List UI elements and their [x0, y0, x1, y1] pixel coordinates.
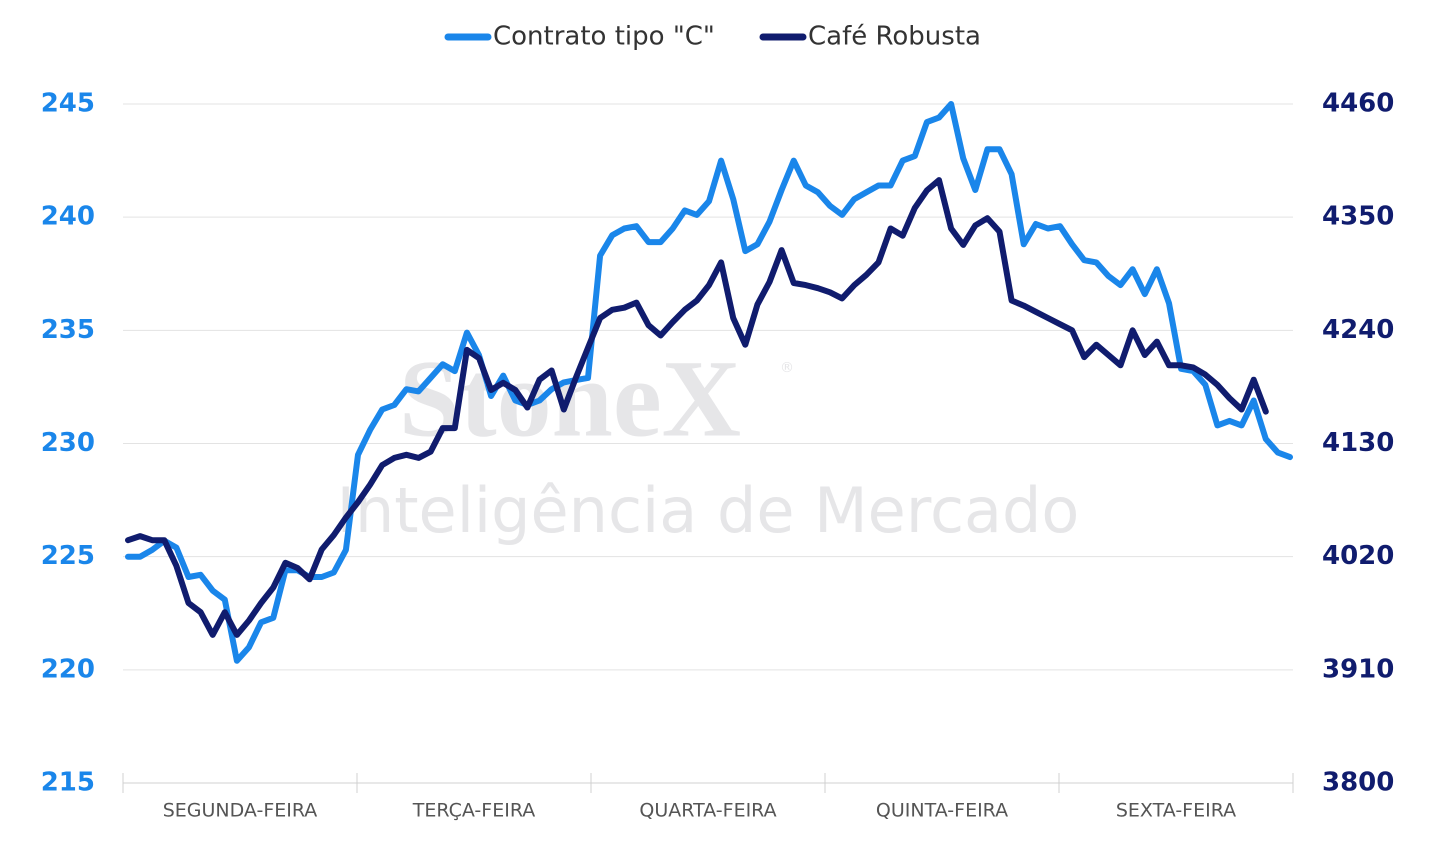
y-tick-label: 230	[41, 428, 95, 458]
y2-tick-label: 4130	[1322, 428, 1394, 458]
y2-tick-label: 3910	[1322, 654, 1394, 684]
line-series	[125, 101, 1293, 664]
y-tick-label: 235	[41, 315, 95, 345]
y-tick-label: 215	[41, 768, 95, 798]
y-tick-label: 220	[41, 654, 95, 684]
watermark-mark: ®	[780, 360, 794, 376]
x-tick-label: SEGUNDA-FEIRA	[163, 800, 318, 822]
line-series	[125, 177, 1269, 638]
watermark-subtitle: Inteligência de Mercado	[337, 474, 1080, 547]
y-tick-label: 240	[41, 202, 95, 232]
x-tick-label: QUARTA-FEIRA	[639, 800, 776, 822]
y-tick-label: 225	[41, 541, 95, 571]
y2-tick-label: 4020	[1322, 541, 1394, 571]
y2-tick-label: 3800	[1322, 768, 1394, 798]
y2-tick-label: 4240	[1322, 315, 1394, 345]
x-tick-label: QUINTA-FEIRA	[876, 800, 1008, 822]
y-tick-label: 245	[41, 89, 95, 119]
legend-label: Café Robusta	[808, 22, 981, 52]
y2-tick-label: 4460	[1322, 89, 1394, 119]
x-tick-label: TERÇA-FEIRA	[412, 800, 536, 822]
y2-tick-label: 4350	[1322, 202, 1394, 232]
x-tick-label: SEXTA-FEIRA	[1116, 800, 1236, 822]
legend-label: Contrato tipo "C"	[493, 22, 715, 52]
